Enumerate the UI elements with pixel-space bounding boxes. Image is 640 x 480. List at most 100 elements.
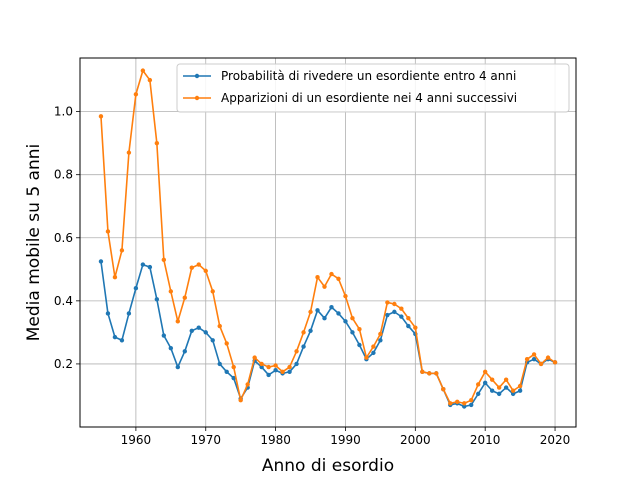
legend-marker <box>194 73 200 79</box>
y-tick-label: 1.0 <box>54 105 73 119</box>
legend-box <box>176 63 570 113</box>
series-2-point <box>154 140 160 146</box>
x-tick-label: 2000 <box>400 433 431 447</box>
series-1-point <box>287 369 292 375</box>
series-2-point <box>329 271 334 277</box>
series-2-point <box>189 265 194 270</box>
series-2-point <box>280 369 285 375</box>
y-tick-label: 0.8 <box>54 168 73 182</box>
series-2-point <box>266 364 271 370</box>
series-2-point <box>238 397 243 403</box>
series-2-point <box>308 309 313 315</box>
series-2-point <box>392 301 397 307</box>
y-axis-label: Media mobile su 5 anni <box>24 144 44 341</box>
x-axis-label: Anno di esordio <box>262 456 394 476</box>
series-2-point <box>469 397 474 403</box>
series-1-point <box>510 391 516 397</box>
series-2-point <box>552 360 558 365</box>
series-1-point <box>322 315 327 321</box>
series-2-point <box>140 68 146 73</box>
grid-lines <box>80 58 576 427</box>
series-1-point <box>210 338 215 343</box>
series-2-point <box>224 341 229 346</box>
series-2-point <box>259 361 264 367</box>
series-1-point <box>231 375 236 381</box>
y-tick-label: 0.6 <box>54 231 73 245</box>
series-2-point <box>287 364 292 370</box>
series-1-point <box>489 388 495 393</box>
series-2-point <box>420 369 425 375</box>
x-tick-label: 2010 <box>470 433 501 447</box>
series-1-point <box>175 364 180 370</box>
series-2-point <box>427 371 432 376</box>
series-2-point <box>503 377 509 382</box>
series-2-point <box>531 352 537 357</box>
series-2 <box>98 68 558 406</box>
series-2-point <box>252 355 257 360</box>
series-1-point <box>406 323 411 329</box>
series-1-point <box>503 385 509 390</box>
series-1-point <box>217 361 222 367</box>
y-tick-label: 0.4 <box>54 294 73 308</box>
series-1-point <box>273 368 278 373</box>
series-2-point <box>168 289 174 294</box>
axis-ticks: 1960 1970 1980 1990 2000 2010 2020 0.2 0.4 0.6 0.8… <box>54 105 570 447</box>
series-1-point <box>168 345 174 351</box>
series-1-point <box>161 333 167 338</box>
series-2-point <box>545 355 551 360</box>
series-1-point <box>462 404 467 409</box>
series-2-point <box>147 77 153 83</box>
legend-marker <box>194 95 200 101</box>
series-2-point <box>175 319 180 324</box>
series-1-point <box>469 402 474 408</box>
plot-frame <box>79 57 577 428</box>
series-1-point <box>517 388 523 393</box>
series-1-point <box>133 286 139 291</box>
series-1-point <box>482 380 488 386</box>
series-1-point <box>315 308 320 313</box>
series-1-point <box>105 311 111 316</box>
series-1-point <box>496 391 502 397</box>
series-2-point <box>399 306 404 311</box>
series-1-point <box>203 330 208 335</box>
series-1-point <box>189 328 194 334</box>
series-2-point <box>273 363 278 368</box>
series-1-point <box>385 312 390 318</box>
legend: Probabilità di rivedere un esordiente en… <box>176 63 570 113</box>
series-1-point <box>224 369 229 375</box>
series-1-point <box>392 309 397 315</box>
series-2-point <box>133 92 139 97</box>
series-2-point <box>455 399 460 404</box>
series-2-point <box>126 150 132 155</box>
series-2-point <box>322 284 327 289</box>
series-2-point <box>476 382 481 387</box>
series-1-point <box>182 349 187 354</box>
series-1-point <box>343 319 348 324</box>
series-1-point <box>147 264 153 270</box>
series-1-point <box>259 364 264 370</box>
plot-area-background <box>80 58 576 427</box>
series-1-point <box>140 262 146 267</box>
series-2-point <box>98 114 104 119</box>
series-2-point <box>462 401 467 406</box>
series-1-point <box>119 338 125 343</box>
series-2-point <box>294 349 299 354</box>
series-2-point <box>217 323 222 329</box>
x-tick-label: 1970 <box>190 433 221 447</box>
series-1-point <box>154 297 160 302</box>
series-2-point <box>245 382 250 387</box>
series-1-point <box>371 350 376 356</box>
series-2-point <box>482 369 488 375</box>
x-tick-label: 2020 <box>540 433 571 447</box>
series-2-point <box>517 383 523 389</box>
legend-label: Apparizioni di un esordiente nei 4 anni … <box>221 91 517 105</box>
series-layer <box>98 68 558 409</box>
series-2-point <box>441 386 446 392</box>
series-2-point <box>119 248 125 253</box>
series-1-point <box>378 338 383 343</box>
series-1-point <box>336 311 341 316</box>
x-tick-label: 1990 <box>330 433 361 447</box>
series-1-point <box>112 334 118 340</box>
series-2-point <box>343 293 348 299</box>
